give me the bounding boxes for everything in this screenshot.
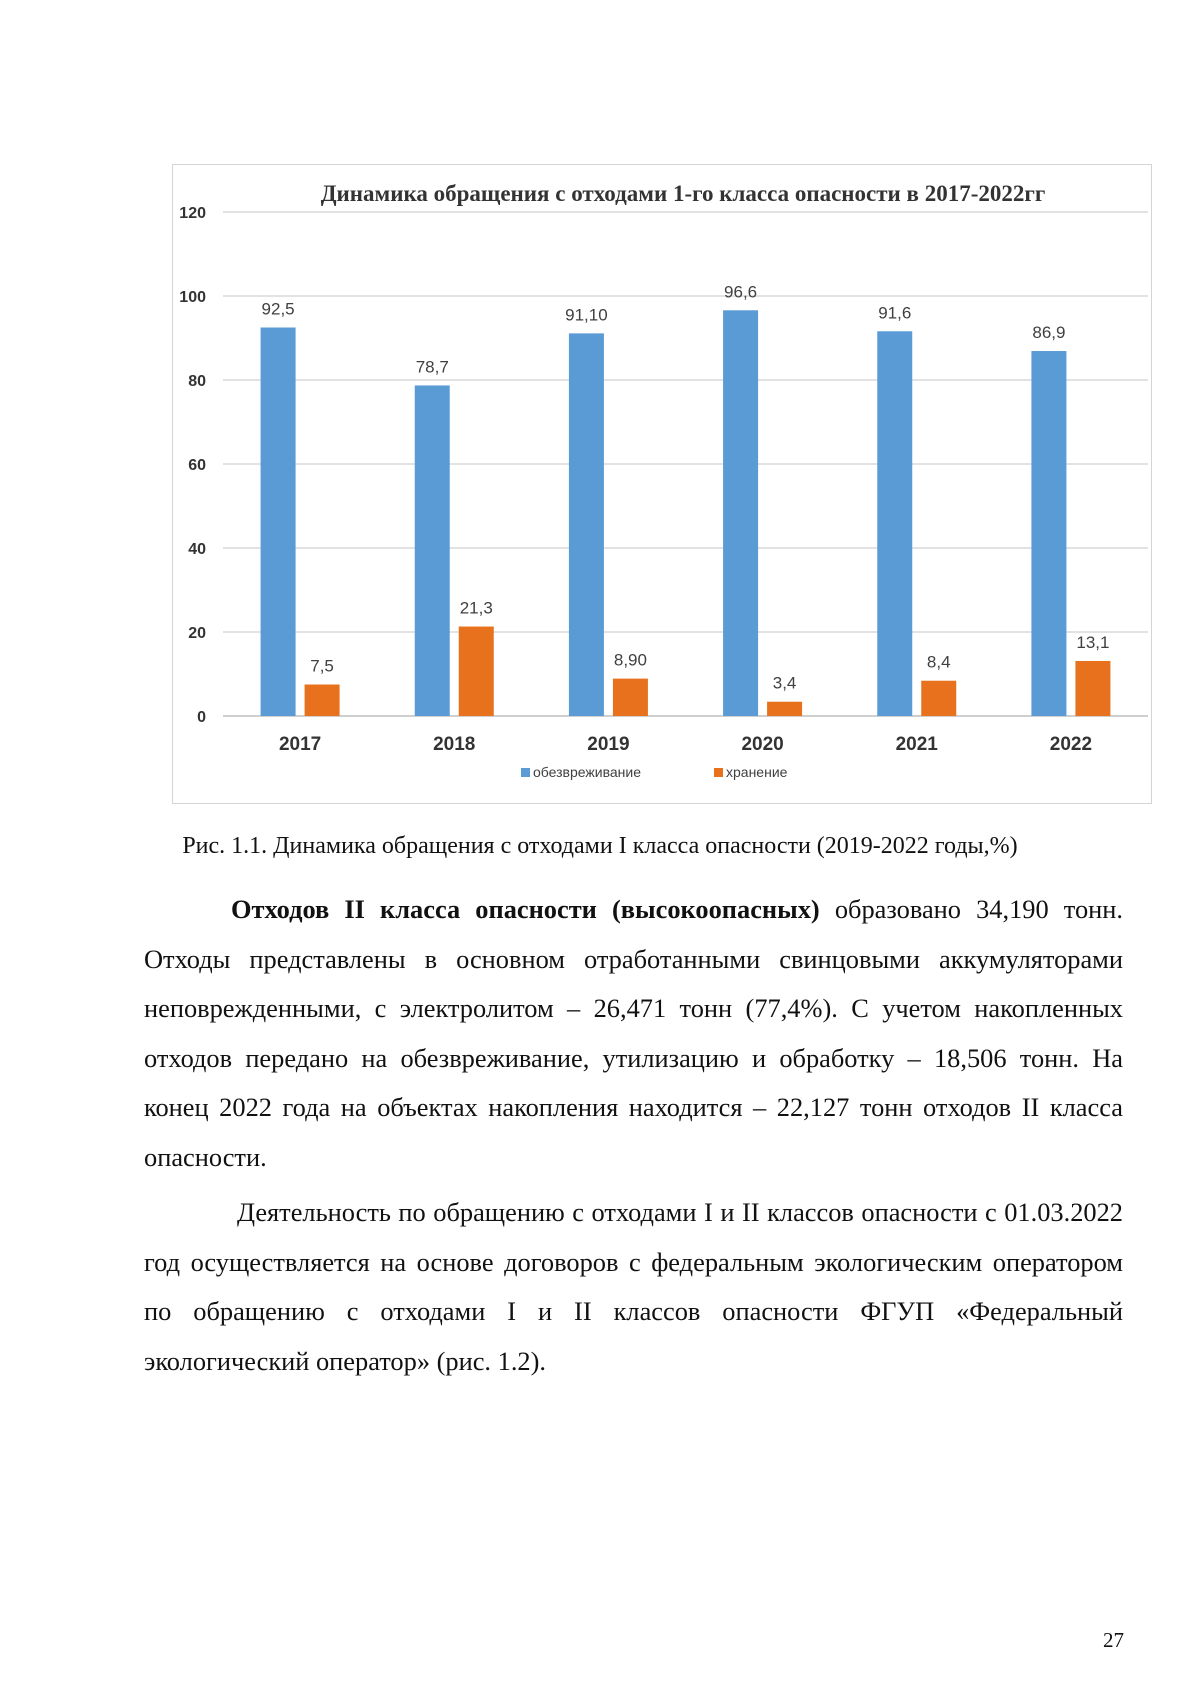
bar-neutralization (723, 310, 759, 716)
bar-neutralization (260, 327, 296, 716)
bar-storage (921, 680, 957, 716)
y-tick-label: 100 (179, 289, 206, 306)
data-label: 21,3 (460, 599, 493, 618)
y-tick-label: 60 (188, 457, 206, 474)
chart-title: Динамика обращения с отходами 1-го класс… (321, 181, 1046, 206)
y-tick-label: 80 (188, 373, 206, 390)
y-tick-label: 0 (197, 709, 206, 726)
data-label: 7,5 (310, 657, 334, 676)
x-tick-label: 2022 (1050, 734, 1092, 755)
y-tick-label: 20 (188, 625, 206, 642)
bar-neutralization (414, 385, 450, 716)
bar-neutralization (1031, 351, 1067, 716)
page-number: 27 (1103, 1628, 1124, 1652)
data-label: 8,4 (927, 653, 951, 672)
chart: 0 20 40 60 80 100 120 Динамика обращения с отхо… (172, 164, 1152, 804)
x-tick-label: 2021 (896, 734, 939, 755)
y-tick-label: 120 (179, 205, 206, 222)
bar-neutralization (877, 331, 913, 716)
chart-canvas: 0 20 40 60 80 100 120 Динамика обращения с отхо… (179, 181, 1148, 780)
bar-storage (458, 626, 494, 716)
legend-label: обезвреживание (533, 764, 641, 780)
x-tick-label: 2020 (741, 734, 783, 755)
bar-neutralization (568, 333, 604, 716)
data-label: 78,7 (416, 357, 449, 376)
data-label: 91,6 (878, 303, 911, 322)
x-tick-label: 2019 (587, 734, 629, 755)
data-label: 3,4 (773, 674, 797, 693)
paragraph-1: Отходов II класса опасности (высокоопасн… (144, 885, 1123, 1182)
bar-storage (304, 684, 340, 716)
figure-caption: Рис. 1.1. Динамика обращения с отходами … (182, 833, 1018, 859)
data-label: 96,6 (724, 282, 757, 301)
y-tick-label: 40 (188, 541, 206, 558)
data-label: 91,10 (565, 305, 608, 324)
data-label: 92,5 (262, 300, 295, 319)
x-tick-label: 2017 (279, 734, 321, 755)
paragraph-2: Деятельность по обращению с отходами I и… (144, 1197, 1123, 1376)
paragraph-lead: Отходов II класса опасности (высокоопасн… (231, 894, 820, 924)
legend-swatch (521, 768, 530, 777)
data-label: 8,90 (614, 651, 647, 670)
bar-storage (612, 678, 648, 716)
bar-storage (1075, 660, 1111, 716)
legend-label: хранение (726, 764, 788, 780)
bar-storage (767, 701, 803, 716)
paragraph-text: образовано 34,190 тонн. Отходы представл… (144, 894, 1124, 1172)
x-tick-label: 2018 (433, 734, 475, 755)
data-label: 13,1 (1076, 633, 1109, 652)
legend-swatch (714, 768, 723, 777)
data-label: 86,9 (1032, 323, 1065, 342)
